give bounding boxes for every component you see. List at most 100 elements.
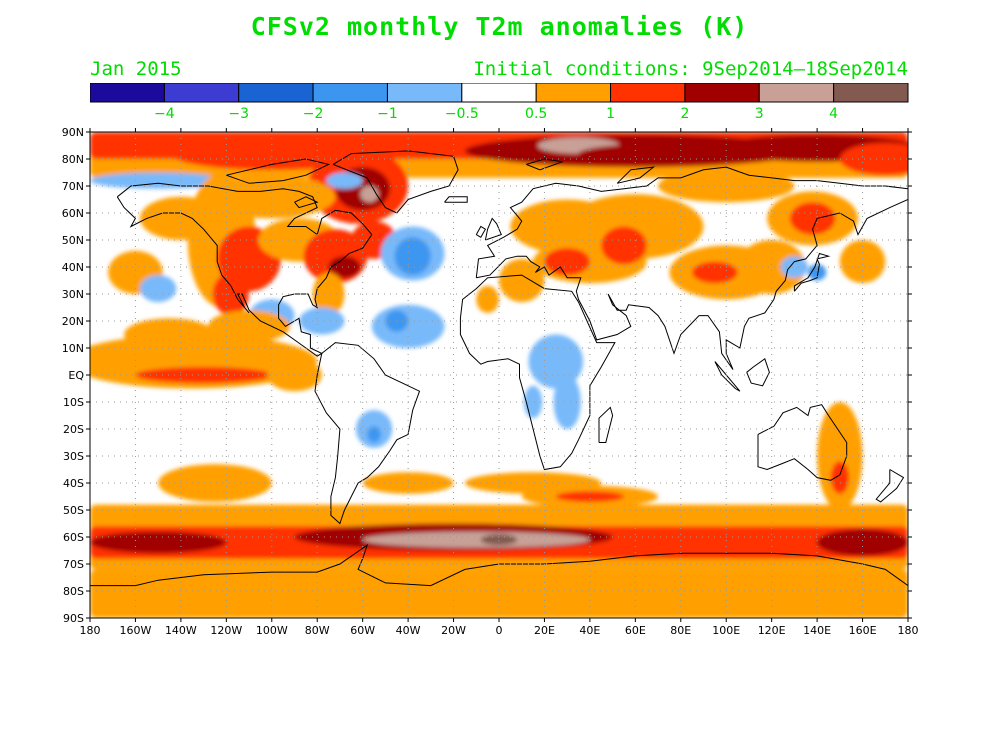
coastline <box>116 182 373 357</box>
anomaly-blob <box>737 240 806 294</box>
longitude-label: 120E <box>758 624 786 637</box>
anomaly-blob <box>553 375 581 429</box>
graticule <box>90 132 908 618</box>
longitude-labels: 180 160W 140W 120W 100W 80W 60W 40W 20W 0 20E 40E 60… <box>80 624 919 637</box>
coastline <box>714 361 741 392</box>
coastline <box>475 166 908 370</box>
latitude-labels: 90N 80N 70N 60N 50N 40N 30N 20N 10N EQ 10S 20S 30S 40… <box>62 126 85 625</box>
latitude-label: 80S <box>63 585 84 598</box>
latitude-label: 40S <box>63 477 84 490</box>
coastline <box>616 166 656 184</box>
anomaly-blob <box>555 491 624 502</box>
coastline <box>226 158 331 184</box>
latitude-label: 10S <box>63 396 84 409</box>
colorbar-label: −3 <box>228 106 249 122</box>
axis-ticks <box>86 128 912 622</box>
coastline <box>294 196 319 209</box>
anomaly-blob <box>371 304 445 348</box>
anomaly-blob <box>124 569 238 602</box>
anomaly-blob <box>362 531 590 548</box>
anomaly-blob <box>578 142 784 165</box>
coastline <box>875 469 905 503</box>
latitude-label: 20N <box>62 315 84 328</box>
longitude-label: 80E <box>670 624 691 637</box>
latitude-label: 60N <box>62 207 84 220</box>
latitude-label: 90N <box>62 126 84 139</box>
anomaly-blob <box>480 534 518 546</box>
longitude-label: 160W <box>120 624 152 637</box>
anomaly-blob <box>158 464 272 502</box>
latitude-label: 20S <box>63 423 84 436</box>
coastline <box>484 217 502 241</box>
longitude-label: 0 <box>496 624 503 637</box>
anomaly-blob <box>528 334 584 389</box>
anomaly-blob <box>124 318 215 351</box>
latitude-label: 30N <box>62 288 84 301</box>
colorbar-label: 2 <box>680 106 689 122</box>
latitude-label: 80N <box>62 153 84 166</box>
anomaly-blob <box>789 202 836 235</box>
anomaly-blob <box>544 248 590 276</box>
longitude-label: 140W <box>165 624 197 637</box>
colorbar: −4 −3 −2 −1 −0.5 0.5 1 2 3 4 <box>90 83 909 122</box>
longitude-label: 120W <box>210 624 242 637</box>
anomaly-blob <box>817 528 908 556</box>
anomaly-blob <box>328 256 361 278</box>
anomaly-blob <box>555 572 715 600</box>
longitude-label: 140E <box>803 624 831 637</box>
longitude-label: 60W <box>350 624 375 637</box>
colorbar-label: 1 <box>606 106 615 122</box>
latitude-label: 50N <box>62 234 84 247</box>
longitude-label: 180 <box>80 624 101 637</box>
anomaly-blob <box>212 272 250 316</box>
colorbar-label: 4 <box>829 106 838 122</box>
anomaly-blob <box>367 426 381 443</box>
anomaly-blob <box>601 226 647 265</box>
anomaly-blob <box>839 142 908 176</box>
anomaly-blob <box>499 258 545 303</box>
colorbar-label: −1 <box>377 106 398 122</box>
anomaly-blob <box>326 172 363 189</box>
longitude-label: 20W <box>441 624 466 637</box>
anomaly-blob <box>808 264 827 281</box>
latitude-label: 70S <box>63 558 84 571</box>
colorbar-label: 3 <box>755 106 764 122</box>
coastline <box>526 158 563 171</box>
longitude-label: 20E <box>534 624 555 637</box>
longitude-label: 60E <box>625 624 646 637</box>
forecast-month: Jan 2015 <box>90 58 182 80</box>
colorbar-label: −2 <box>303 106 324 122</box>
anomaly-blob <box>394 237 431 276</box>
coastline <box>598 406 614 443</box>
anomaly-blob <box>830 461 849 494</box>
latitude-label: EQ <box>68 369 84 382</box>
anomaly-blob <box>299 307 345 335</box>
longitude-label: 180 <box>898 624 919 637</box>
latitude-label: 60S <box>63 531 84 544</box>
longitude-label: 80W <box>305 624 330 637</box>
anomaly-blob <box>90 531 227 554</box>
coastline <box>459 274 616 471</box>
latitude-label: 40N <box>62 261 84 274</box>
latitude-label: 90S <box>63 612 84 625</box>
coastline <box>793 252 831 292</box>
longitude-label: 160E <box>849 624 877 637</box>
longitude-label: 40E <box>579 624 600 637</box>
anomaly-blob <box>90 172 227 189</box>
longitude-label: 40W <box>396 624 421 637</box>
colorbar-label: −0.5 <box>445 106 479 122</box>
colorbar-swatch <box>833 83 909 103</box>
anomaly-blob <box>312 272 345 316</box>
anomaly-blob <box>692 261 738 284</box>
coastline <box>444 196 468 203</box>
colorbar-label: −4 <box>154 106 175 122</box>
longitude-label: 100W <box>256 624 288 637</box>
anomaly-blob <box>476 285 499 313</box>
map-title: CFSv2 monthly T2m anomalies (K) <box>250 12 749 41</box>
anomaly-blob <box>135 366 272 384</box>
latitude-label: 50S <box>63 504 84 517</box>
coastline <box>746 358 770 387</box>
longitude-label: 100E <box>712 624 740 637</box>
initial-conditions: Initial conditions: 9Sep2014—18Sep2014 <box>473 58 908 80</box>
